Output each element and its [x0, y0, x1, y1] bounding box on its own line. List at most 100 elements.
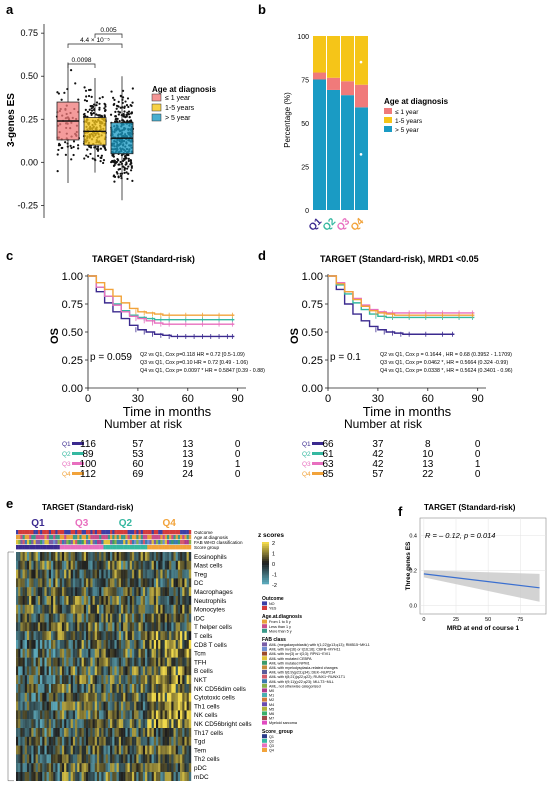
panel-e-annotation-cell: [136, 540, 139, 545]
panel-e-heat-cell: [37, 613, 41, 623]
panel-e-heat-cell: [118, 763, 122, 773]
panel-e-heat-cell: [180, 701, 183, 711]
panel-e-heat-cell: [72, 736, 76, 746]
panel-e-heat-cell: [136, 763, 139, 773]
panel-e-heat-cell: [116, 657, 120, 667]
panel-e-heat-cell: [188, 560, 192, 570]
panel-e-heat-cell: [20, 587, 23, 597]
panel-e-heat-cell: [121, 675, 124, 685]
panel-e-colorbar-title: z scores: [258, 532, 284, 539]
panel-e-heat-cell: [29, 692, 32, 702]
panel-e-annotation-cell: [101, 540, 104, 545]
panel-e-heat-cell: [138, 578, 141, 588]
panel-e-heat-cell: [37, 578, 41, 588]
panel-e-heat-cell: [44, 613, 47, 623]
panel-e-heat-cell: [158, 754, 161, 764]
panel-e-heat-cell: [145, 648, 148, 658]
panel-e-heat-cell: [158, 569, 161, 579]
panel-d-km-curve-q1: [328, 275, 455, 335]
panel-e-heat-cell: [59, 640, 63, 649]
panel-e-heat-cell: [151, 560, 155, 570]
panel-e-heat-cell: [99, 596, 102, 605]
panel-e-heat-cell: [129, 560, 133, 570]
panel-e-colorbar-cell: [262, 556, 269, 560]
panel-e-heat-cell: [44, 648, 47, 658]
panel-e-heat-cell: [110, 684, 113, 693]
panel-e-heat-cell: [164, 754, 168, 764]
panel-e-heat-cell: [96, 710, 100, 720]
panel-e-heat-cell: [55, 728, 58, 737]
panel-e-heat-cell: [57, 745, 60, 755]
panel-e-heat-cell: [151, 745, 155, 755]
panel-e-heat-cell: [86, 648, 89, 658]
panel-e-heat-cell: [112, 692, 115, 702]
panel-e-heat-cell: [81, 719, 85, 729]
panel-e-heat-cell: [90, 552, 93, 561]
panel-a-point: [131, 179, 134, 182]
panel-e-heat-cell: [92, 736, 95, 746]
panel-e-annotation-cell: [55, 540, 58, 545]
panel-e-annotation-cell: [35, 545, 39, 550]
panel-e-heat-cell: [127, 763, 130, 773]
panel-e-heat-cell: [20, 613, 23, 623]
panel-e-annotation-cell: [83, 540, 87, 545]
panel-e-annotation-cell: [29, 540, 32, 545]
panel-e-heat-cell: [16, 772, 19, 781]
panel-e-heat-cell: [96, 622, 100, 632]
panel-e-heat-cell: [125, 719, 128, 729]
panel-e-annotation-cell: [180, 545, 183, 550]
panel-e-heat-cell: [110, 622, 113, 632]
panel-e-heat-cell: [110, 569, 113, 579]
panel-e-heat-cell: [182, 604, 185, 614]
panel-e-heat-cell: [77, 648, 80, 658]
panel-e-heat-cell: [107, 622, 111, 632]
panel-e-heat-cell: [156, 728, 159, 737]
panel-e-legend-label: M2: [269, 698, 274, 702]
panel-e-heat-cell: [140, 728, 144, 737]
panel-e-heat-cell: [180, 684, 183, 693]
panel-e-heat-cell: [46, 701, 50, 711]
panel-e-annotation-cell: [37, 530, 41, 535]
panel-e-heat-cell: [123, 631, 126, 641]
panel-e-heat-cell: [59, 684, 63, 693]
panel-e-heat-cell: [149, 701, 152, 711]
panel-c-ylabel: OS: [49, 328, 61, 344]
panel-c-risk-value: 24: [182, 469, 194, 480]
panel-e-heat-cell: [140, 587, 144, 597]
panel-a-point: [116, 157, 119, 161]
panel-e-heat-cell: [48, 569, 52, 579]
panel-e-heat-cell: [158, 648, 161, 658]
panel-e-heat-cell: [64, 719, 67, 729]
panel-d-km-curve-q2: [328, 275, 475, 319]
panel-e-heat-cell: [156, 666, 159, 676]
panel-e-heat-cell: [131, 657, 135, 667]
panel-e-heat-cell: [138, 692, 141, 702]
panel-a-point: [129, 169, 133, 172]
panel-e-heat-cell: [61, 728, 65, 737]
panel-e-heat-cell: [121, 613, 124, 623]
panel-e-heat-cell: [140, 552, 144, 561]
panel-e-heat-cell: [90, 587, 93, 597]
panel-e-heat-cell: [166, 631, 170, 641]
panel-e-heat-cell: [86, 666, 89, 676]
panel-e-heat-cell: [129, 552, 133, 561]
panel-e-annotation-cell: [88, 535, 91, 540]
panel-e-heat-cell: [96, 648, 100, 658]
panel-e-heat-cell: [35, 675, 39, 685]
panel-b-ytick-label: 75: [301, 78, 309, 85]
panel-e-heat-cell: [173, 657, 176, 667]
panel-e-heat-cell: [24, 710, 28, 720]
panel-e-heat-cell: [42, 552, 45, 561]
panel-e-heat-cell: [99, 684, 102, 693]
panel-e-heat-cell: [29, 719, 32, 729]
panel-e-heat-cell: [51, 552, 54, 561]
panel-e-heat-cell: [83, 560, 87, 570]
panel-e-heat-cell: [180, 569, 183, 579]
panel-e-annotation-cell: [66, 545, 69, 550]
panel-e-heat-cell: [72, 640, 76, 649]
panel-e-heat-cell: [94, 640, 98, 649]
panel-e-heat-cell: [127, 613, 130, 623]
panel-e-heat-cell: [66, 613, 69, 623]
panel-e-heat-cell: [72, 684, 76, 693]
panel-e-heat-cell: [46, 772, 50, 781]
